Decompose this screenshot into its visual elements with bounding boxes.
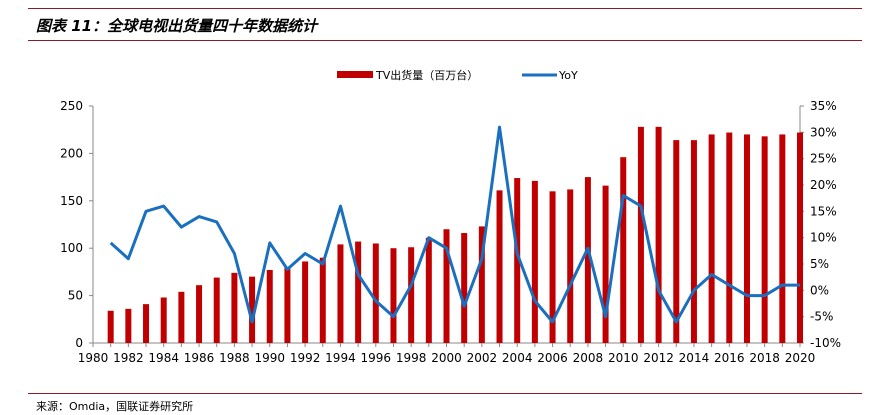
y2-tick-label: 5% [810, 257, 829, 271]
y2-tick-label: 0% [810, 283, 829, 297]
bar-series [107, 126, 803, 343]
yoy-line [109, 125, 800, 324]
y2-tick-label: -5% [810, 310, 833, 324]
y-tick-label: 150 [60, 194, 83, 208]
bar [355, 241, 362, 343]
bar [602, 185, 609, 343]
y-tick-label: 50 [68, 289, 83, 303]
tick-labels: 0 50 100 150 200 250 -10% -5% 0% 5% 10% 15% 20% 25% 30… [60, 99, 841, 365]
x-tick-label: 1986 [184, 351, 215, 365]
x-tick-label: 1996 [361, 351, 392, 365]
x-tick-label: 2008 [573, 351, 604, 365]
bar [443, 229, 450, 343]
x-tick-label: 1984 [148, 351, 179, 365]
x-tick-label: 2018 [749, 351, 780, 365]
title-bar: 图表 11：全球电视出货量四十年数据统计 [28, 8, 862, 41]
y-tick-label: 100 [60, 241, 83, 255]
y2-tick-label: 25% [810, 152, 837, 166]
bar [690, 140, 697, 343]
bar [196, 285, 203, 343]
x-tick-label: 2010 [608, 351, 639, 365]
bar [425, 237, 432, 343]
bar [655, 126, 662, 343]
x-tick-label: 1994 [325, 351, 356, 365]
y-tick-label: 0 [75, 336, 83, 350]
bar [673, 140, 680, 343]
y2-tick-label: 20% [810, 178, 837, 192]
bar [743, 134, 750, 343]
legend-line-label: YoY [558, 69, 578, 82]
legend-bar-swatch [337, 71, 373, 78]
x-tick-label: 2004 [502, 351, 533, 365]
bar [797, 132, 803, 343]
y2-tick-label: 35% [810, 99, 837, 113]
bar [726, 132, 733, 343]
source-note: 来源：Omdia，国联证券研究所 [36, 400, 194, 413]
x-tick-label: 2000 [431, 351, 462, 365]
y2-tick-label: 30% [810, 125, 837, 139]
bar [319, 257, 326, 343]
bar [496, 190, 503, 343]
chart-title: 图表 11：全球电视出货量四十年数据统计 [36, 17, 318, 35]
bar [478, 226, 485, 343]
bar [514, 178, 521, 343]
x-tick-label: 1988 [219, 351, 250, 365]
x-tick-label: 2014 [679, 351, 710, 365]
bar [231, 272, 238, 343]
yoy-line-series [109, 125, 800, 324]
bar [779, 134, 786, 343]
bar [390, 248, 397, 343]
bar [178, 291, 185, 343]
y-tick-label: 250 [60, 99, 83, 113]
bar [584, 177, 591, 343]
bar [708, 134, 715, 343]
x-tick-label: 2006 [537, 351, 568, 365]
y-tick-label: 200 [60, 146, 83, 160]
bar [620, 157, 627, 343]
bar [125, 308, 132, 343]
x-tick-label: 1998 [396, 351, 427, 365]
bar [337, 244, 344, 343]
bar [567, 189, 574, 343]
bar [284, 267, 291, 343]
x-tick-label: 1992 [290, 351, 321, 365]
source-divider [28, 393, 862, 394]
y2-tick-label: -10% [810, 336, 841, 350]
bar [761, 136, 768, 343]
x-tick-label: 2016 [714, 351, 745, 365]
y2-tick-label: 15% [810, 204, 837, 218]
x-tick-label: 2002 [467, 351, 498, 365]
x-tick-label: 1982 [113, 351, 144, 365]
bar [249, 276, 256, 343]
bar [408, 247, 415, 343]
bar [143, 304, 150, 343]
legend: TV出货量（百万台） YoY [337, 68, 578, 82]
bar [266, 270, 273, 343]
x-tick-label: 1980 [78, 351, 109, 365]
x-tick-label: 2020 [785, 351, 816, 365]
legend-bar-label: TV出货量（百万台） [375, 68, 478, 82]
y2-tick-label: 10% [810, 231, 837, 245]
bar [107, 310, 114, 343]
x-tick-label: 2012 [643, 351, 674, 365]
bar [302, 261, 309, 343]
bar [531, 180, 538, 343]
bar [549, 191, 556, 343]
bar [637, 126, 644, 343]
bar [372, 243, 379, 343]
x-tick-label: 1990 [254, 351, 285, 365]
bar [213, 277, 220, 343]
bar [461, 233, 468, 343]
bar [160, 297, 167, 343]
